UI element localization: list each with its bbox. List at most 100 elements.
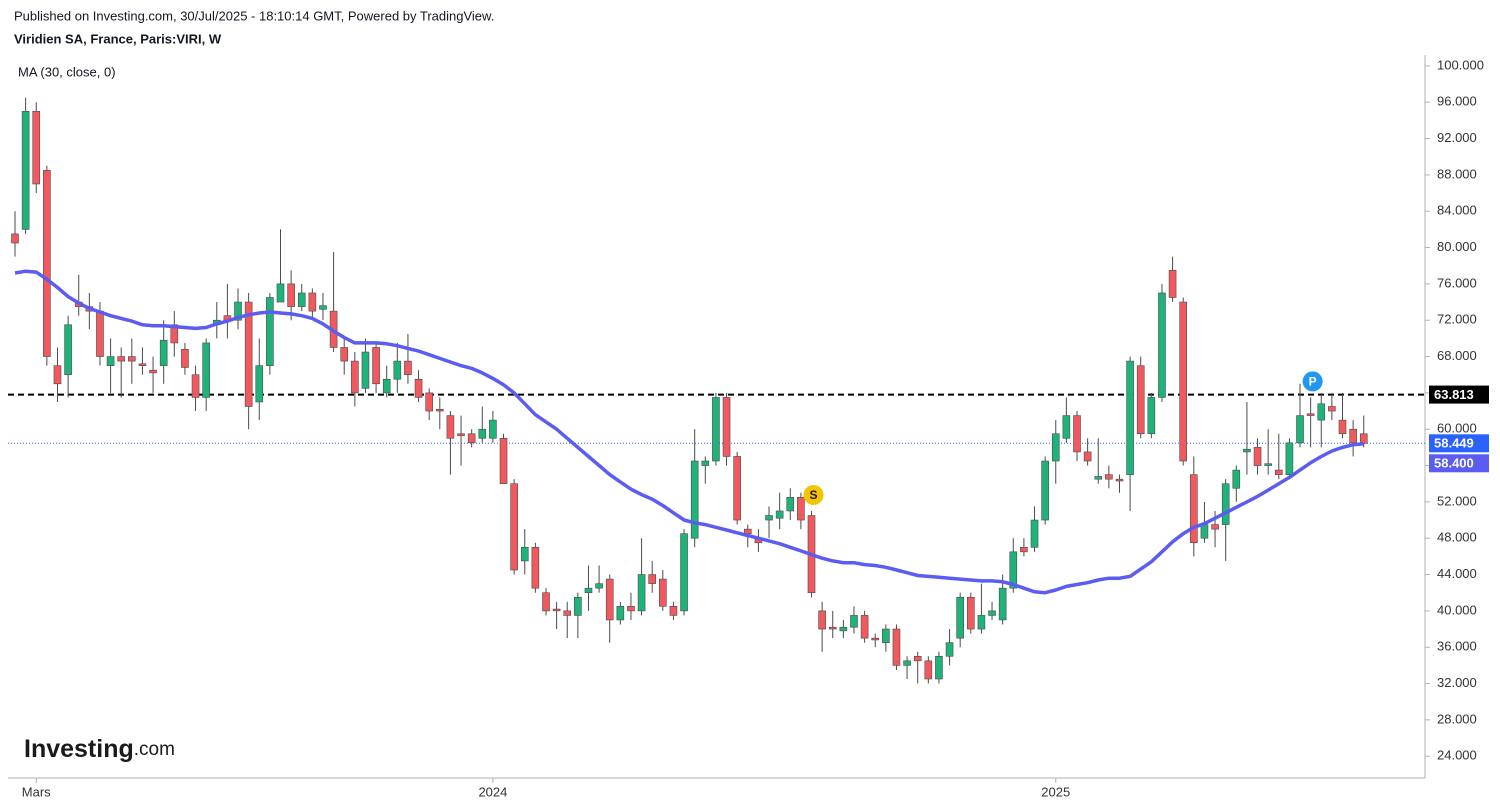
candle-body bbox=[393, 360, 402, 380]
candle-body bbox=[531, 546, 540, 589]
candle-body bbox=[1359, 433, 1368, 444]
candle-body bbox=[478, 428, 487, 439]
published-note: Published on Investing.com, 30/Jul/2025 … bbox=[14, 8, 494, 23]
candle-body bbox=[892, 628, 901, 666]
candle-body bbox=[595, 583, 603, 589]
candle-body bbox=[1168, 269, 1177, 298]
candle-body bbox=[648, 574, 657, 584]
candle-body bbox=[1232, 469, 1241, 489]
y-tick-label: 40.000 bbox=[1437, 602, 1477, 617]
candle-body bbox=[659, 578, 667, 607]
candle-body bbox=[882, 628, 890, 643]
candle-body bbox=[1147, 397, 1156, 435]
candle-body bbox=[191, 374, 200, 398]
candle-body bbox=[351, 360, 359, 394]
candle-body bbox=[1020, 546, 1028, 553]
level-label: 63.813 bbox=[1434, 387, 1474, 402]
indicator-label: MA (30, close, 0) bbox=[18, 64, 116, 79]
candle-body bbox=[1338, 419, 1347, 435]
candle-body bbox=[722, 397, 731, 457]
candle-body bbox=[319, 305, 327, 310]
candle-body bbox=[255, 365, 264, 403]
candle-body bbox=[1296, 415, 1304, 444]
logo-suffix: .com bbox=[134, 739, 175, 760]
candle-body bbox=[860, 615, 869, 639]
candle-body bbox=[1126, 360, 1134, 475]
candle-body bbox=[372, 347, 380, 385]
candle-body bbox=[43, 170, 51, 357]
candle-body bbox=[244, 301, 253, 407]
candle-body bbox=[574, 596, 582, 616]
candle-body bbox=[64, 324, 72, 376]
candle-body bbox=[382, 378, 391, 394]
candle-body bbox=[510, 483, 518, 571]
candle-body bbox=[1083, 451, 1092, 462]
candle-body bbox=[701, 460, 710, 466]
candle-body bbox=[159, 339, 168, 366]
ma-line bbox=[14, 269, 1364, 595]
x-tick-label: 2024 bbox=[478, 784, 507, 799]
candle-body bbox=[839, 626, 848, 632]
last-price-label: 58.449 bbox=[1434, 436, 1474, 451]
candle-body bbox=[234, 301, 242, 321]
candle-body bbox=[1200, 524, 1209, 539]
candle-body bbox=[276, 283, 285, 303]
y-tick-label: 60.000 bbox=[1437, 421, 1477, 436]
candle-body bbox=[903, 660, 911, 666]
y-tick-label: 48.000 bbox=[1437, 530, 1477, 545]
candle-body bbox=[117, 356, 125, 362]
signal-label: P bbox=[1309, 375, 1317, 389]
candle-body bbox=[828, 626, 837, 630]
candle-body bbox=[977, 615, 986, 630]
y-tick-label: 72.000 bbox=[1437, 312, 1477, 327]
candle-body bbox=[181, 348, 189, 368]
candle-body bbox=[1274, 469, 1283, 475]
candle-body bbox=[1009, 551, 1018, 589]
logo-word: Investing bbox=[24, 735, 134, 763]
candle-body bbox=[149, 369, 157, 374]
candle-body bbox=[361, 351, 370, 389]
candle-body bbox=[128, 356, 136, 362]
candle-body bbox=[1136, 365, 1145, 435]
candle-body bbox=[11, 233, 19, 244]
candle-body bbox=[1158, 292, 1166, 398]
candle-body bbox=[1190, 474, 1198, 544]
candle-body bbox=[913, 655, 922, 662]
candle-body bbox=[542, 592, 550, 612]
candle-body bbox=[1211, 524, 1219, 530]
candle-body bbox=[1221, 483, 1230, 525]
candle-body bbox=[202, 342, 210, 398]
candle-body bbox=[1051, 433, 1060, 462]
candle-body bbox=[1179, 301, 1187, 462]
candle-body bbox=[489, 419, 497, 439]
y-tick-label: 76.000 bbox=[1437, 275, 1477, 290]
candle-body bbox=[818, 610, 826, 630]
candle-body bbox=[775, 510, 784, 519]
logo: Investing.com bbox=[24, 735, 175, 763]
candle-body bbox=[956, 596, 964, 639]
signal-marker bbox=[1302, 371, 1323, 392]
candle-body bbox=[1073, 415, 1081, 453]
candle-body bbox=[425, 392, 433, 412]
candle-body bbox=[563, 610, 572, 616]
ma-last-box bbox=[1429, 454, 1489, 473]
candle-body bbox=[552, 608, 561, 612]
y-tick-label: 36.000 bbox=[1437, 639, 1477, 654]
candle-body bbox=[584, 587, 593, 594]
candle-body bbox=[966, 596, 975, 630]
candle-body bbox=[404, 360, 412, 376]
candle-body bbox=[998, 587, 1007, 621]
candle-body bbox=[21, 111, 30, 230]
candle-body bbox=[1062, 415, 1071, 439]
candle-body bbox=[1328, 406, 1336, 412]
candle-body bbox=[467, 433, 476, 444]
candle-body bbox=[1317, 403, 1326, 421]
candle-body bbox=[414, 378, 423, 398]
y-tick-label: 96.000 bbox=[1437, 94, 1477, 109]
candle-body bbox=[680, 533, 688, 612]
candle-body bbox=[733, 456, 741, 521]
candle-body bbox=[340, 347, 349, 362]
candle-body bbox=[138, 363, 147, 366]
x-tick-label: 2025 bbox=[1041, 784, 1070, 799]
